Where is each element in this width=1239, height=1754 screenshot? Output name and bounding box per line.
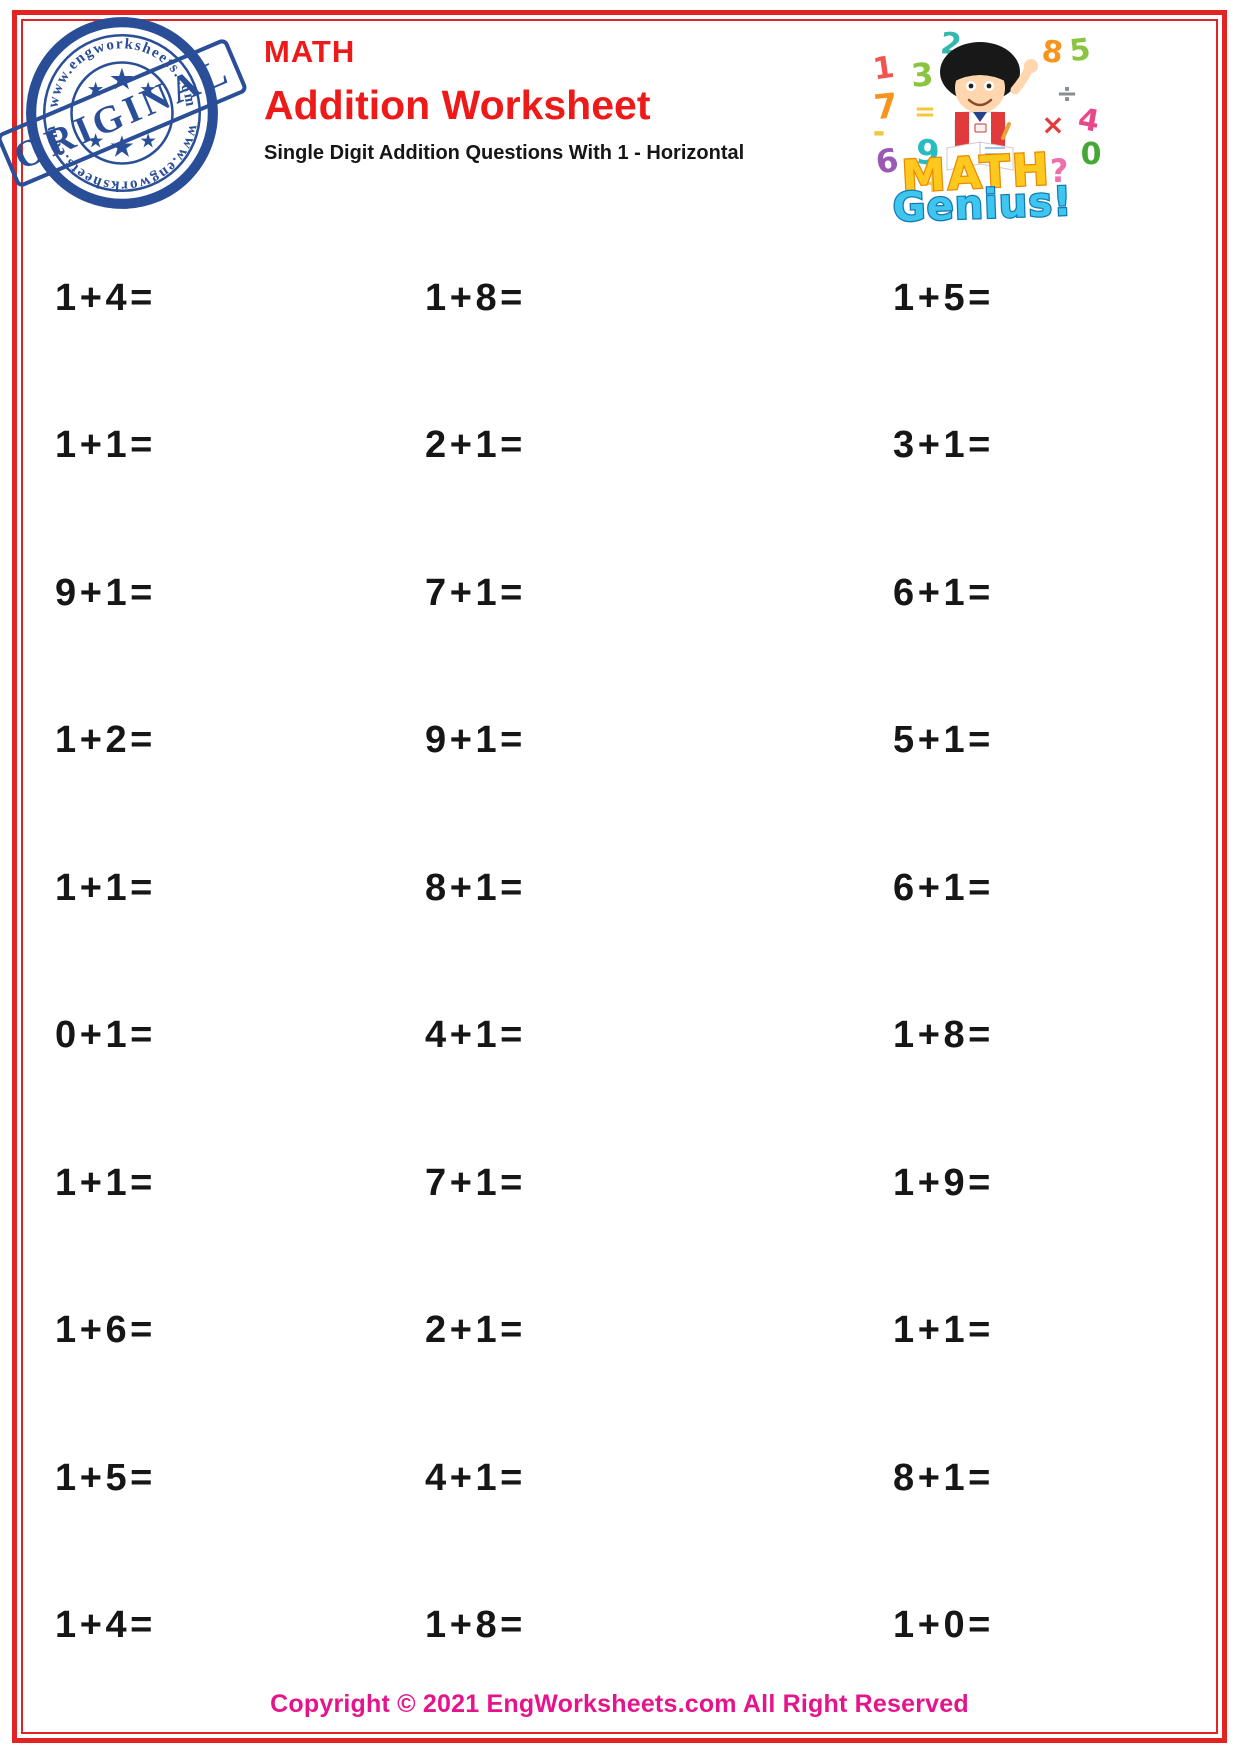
logo-number-glyph: 4 — [1075, 102, 1102, 140]
logo-number-glyph: 3 — [910, 55, 935, 94]
footer-copyright: Copyright © 2021 EngWorksheets.com All R… — [270, 1690, 969, 1718]
problem-cell: 0 + 1 = — [55, 1014, 153, 1056]
stamp-star: ★ — [141, 131, 157, 150]
problem-cell: 2 + 1 = — [425, 424, 523, 466]
problem-cell: 1 + 4 = — [55, 1604, 153, 1646]
logo-number-glyph: 5 — [1068, 32, 1092, 69]
logo-number-glyph: ÷ — [1056, 79, 1078, 109]
problem-cell: 1 + 1 = — [55, 1161, 153, 1204]
page-title: MATH — [264, 34, 356, 69]
problem-cell: 9 + 1 = — [55, 571, 153, 614]
problem-cell: 1 + 9 = — [893, 1161, 991, 1204]
logo-word-math: MATH — [900, 144, 1052, 203]
page-border-outer — [12, 10, 1227, 1743]
logo-number-glyph: 6 — [873, 141, 902, 182]
problem-cell: 1 + 5 = — [55, 1456, 153, 1499]
stamp-star: ★ — [141, 80, 157, 99]
problem-cell: 1 + 2 = — [55, 719, 153, 761]
problem-cell: 5 + 1 = — [893, 719, 991, 761]
page-border-inner — [21, 19, 1218, 1734]
boy-illustration — [940, 42, 1038, 171]
problem-cell: 3 + 1 = — [893, 424, 991, 466]
problem-cell: 4 + 1 = — [425, 1014, 523, 1056]
logo-number-glyph: 8 — [1040, 34, 1066, 72]
problem-cell: 8 + 1 = — [425, 866, 523, 909]
logo-word-genius: Genius! — [892, 179, 1073, 231]
page-subtitle: Addition Worksheet — [264, 82, 651, 128]
problem-cell: 1 + 1 = — [893, 1309, 991, 1351]
page-description: Single Digit Addition Questions With 1 -… — [264, 142, 745, 164]
problem-cell: 1 + 6 = — [55, 1309, 153, 1351]
logo-number-glyph: 7 — [872, 86, 900, 128]
problem-cell: 7 + 1 = — [425, 1161, 523, 1204]
problem-cell: 8 + 1 = — [893, 1456, 991, 1499]
problem-cell: 1 + 1 = — [55, 424, 153, 466]
problem-cell: 4 + 1 = — [425, 1456, 523, 1499]
problem-cell: 1 + 8 = — [425, 276, 523, 319]
problem-cell: 9 + 1 = — [425, 719, 523, 761]
problem-cell: 1 + 8 = — [893, 1014, 991, 1056]
problem-cell: 1 + 4 = — [55, 276, 153, 319]
problem-cell: 1 + 1 = — [55, 866, 153, 909]
problem-cell: 1 + 5 = — [893, 276, 991, 319]
logo-number-glyph: - — [873, 115, 885, 150]
header: MATH Addition Worksheet Single Digit Add… — [264, 36, 824, 164]
logo-number-glyph: 0 — [1081, 137, 1102, 172]
stamp-star: ★ — [88, 131, 104, 150]
problem-cell: 6 + 1 = — [893, 866, 991, 909]
problem-cell: 2 + 1 = — [425, 1309, 523, 1351]
problem-cell: 1 + 8 = — [425, 1604, 523, 1646]
problem-cell: 7 + 1 = — [425, 571, 523, 614]
original-stamp: www.engworksheets.com www.engworksheets.… — [0, 17, 247, 209]
logo-number-glyph: = — [914, 97, 936, 127]
logo-number-glyph: 1 — [871, 50, 897, 88]
problem-cell: 1 + 0 = — [893, 1604, 991, 1646]
logo-number-glyph: ? — [1050, 152, 1069, 190]
logo-number-glyph: × — [1041, 108, 1064, 141]
logo-number-glyph: 9 — [915, 132, 941, 174]
problem-cell: 6 + 1 = — [893, 571, 991, 614]
logo-number-glyph: + — [921, 166, 944, 199]
